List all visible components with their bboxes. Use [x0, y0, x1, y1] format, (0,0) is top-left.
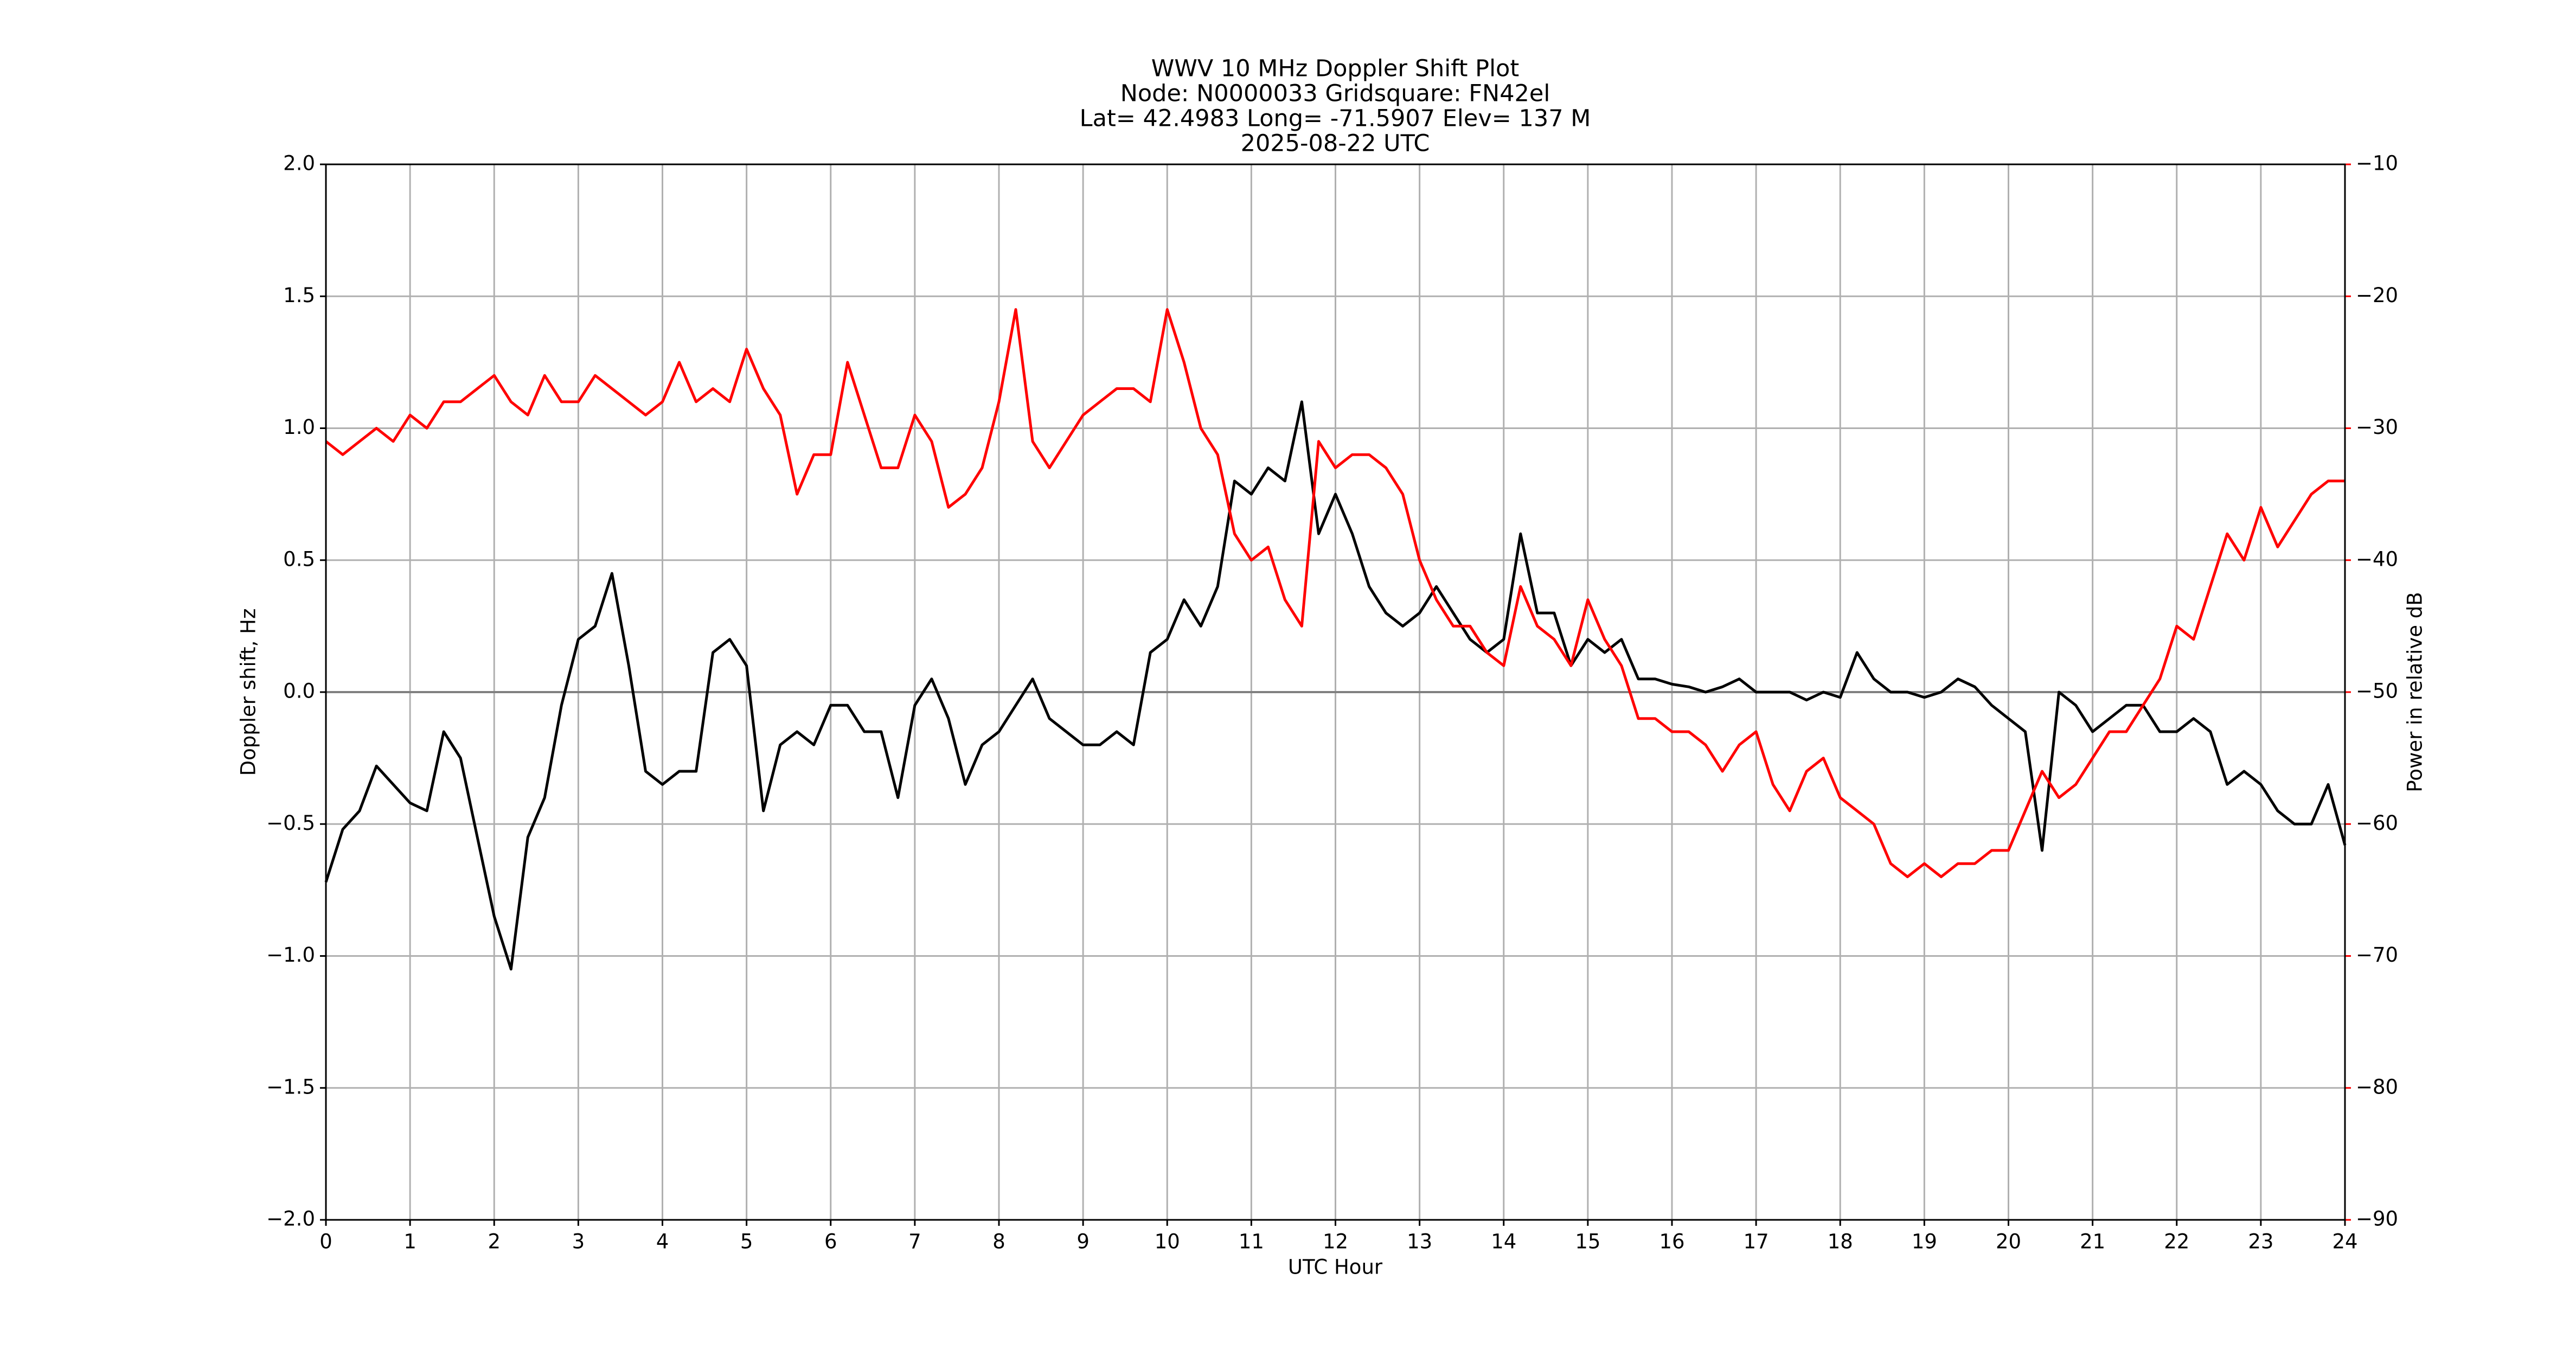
x-tick-label: 19: [1912, 1230, 1937, 1253]
chart-subtitle: 2025-08-22 UTC: [1241, 130, 1430, 157]
x-axis-label: UTC Hour: [1288, 1256, 1383, 1279]
x-tick-label: 0: [319, 1230, 332, 1253]
x-tick-label: 15: [1575, 1230, 1600, 1253]
chart-title: WWV 10 MHz Doppler Shift Plot: [1151, 55, 1519, 82]
y-tick-label: −2.0: [266, 1207, 315, 1231]
y-tick-label: −1.5: [266, 1075, 315, 1098]
y2-tick-label: −90: [2356, 1207, 2398, 1231]
x-tick-label: 24: [2332, 1230, 2357, 1253]
x-tick-label: 18: [1828, 1230, 1853, 1253]
y2-axis-label: Power in relative dB: [2404, 592, 2427, 792]
y-tick-label: 2.0: [283, 152, 315, 175]
data-line: [325, 308, 2345, 878]
y-tick-label: −0.5: [266, 811, 315, 835]
plot-frame: [325, 163, 2346, 1221]
y-tick-label: 1.0: [283, 415, 315, 439]
y2-tick-label: −60: [2356, 811, 2398, 835]
y-tick-label: 1.5: [283, 284, 315, 307]
x-tick-label: 9: [1076, 1230, 1090, 1253]
x-tick-label: 8: [992, 1230, 1005, 1253]
y-tick-label: −1.0: [266, 943, 315, 967]
y-tick-label: 0.0: [283, 680, 315, 703]
x-tick-label: 7: [908, 1230, 921, 1253]
chart-subtitle: Node: N0000033 Gridsquare: FN42el: [1120, 80, 1550, 107]
y2-tick-label: −50: [2356, 680, 2398, 703]
x-tick-label: 17: [1744, 1230, 1769, 1253]
x-tick-label: 23: [2248, 1230, 2273, 1253]
x-tick-label: 21: [2080, 1230, 2105, 1253]
x-tick-label: 5: [740, 1230, 753, 1253]
x-tick-label: 2: [488, 1230, 501, 1253]
x-tick-label: 20: [1996, 1230, 2021, 1253]
chart-subtitle: Lat= 42.4983 Long= -71.5907 Elev= 137 M: [1080, 105, 1591, 132]
x-tick-label: 10: [1155, 1230, 1180, 1253]
data-line: [324, 400, 2347, 971]
x-tick-label: 12: [1323, 1230, 1348, 1253]
y2-tick-label: −20: [2356, 284, 2398, 307]
y2-tick-label: −10: [2356, 152, 2398, 175]
x-tick-label: 14: [1491, 1230, 1516, 1253]
x-tick-label: 3: [572, 1230, 585, 1253]
x-tick-label: 13: [1407, 1230, 1432, 1253]
y2-tick-label: −70: [2356, 943, 2398, 967]
x-tick-label: 11: [1239, 1230, 1264, 1253]
y2-tick-label: −80: [2356, 1075, 2398, 1098]
y-axis-label: Doppler shift, Hz: [237, 609, 260, 776]
y2-tick-label: −30: [2356, 415, 2398, 439]
y-tick-label: 0.5: [283, 547, 315, 571]
x-tick-label: 22: [2164, 1230, 2189, 1253]
x-tick-label: 6: [824, 1230, 837, 1253]
x-tick-label: 4: [656, 1230, 669, 1253]
x-tick-label: 16: [1659, 1230, 1684, 1253]
y2-tick-label: −40: [2356, 547, 2398, 571]
x-tick-label: 1: [403, 1230, 416, 1253]
